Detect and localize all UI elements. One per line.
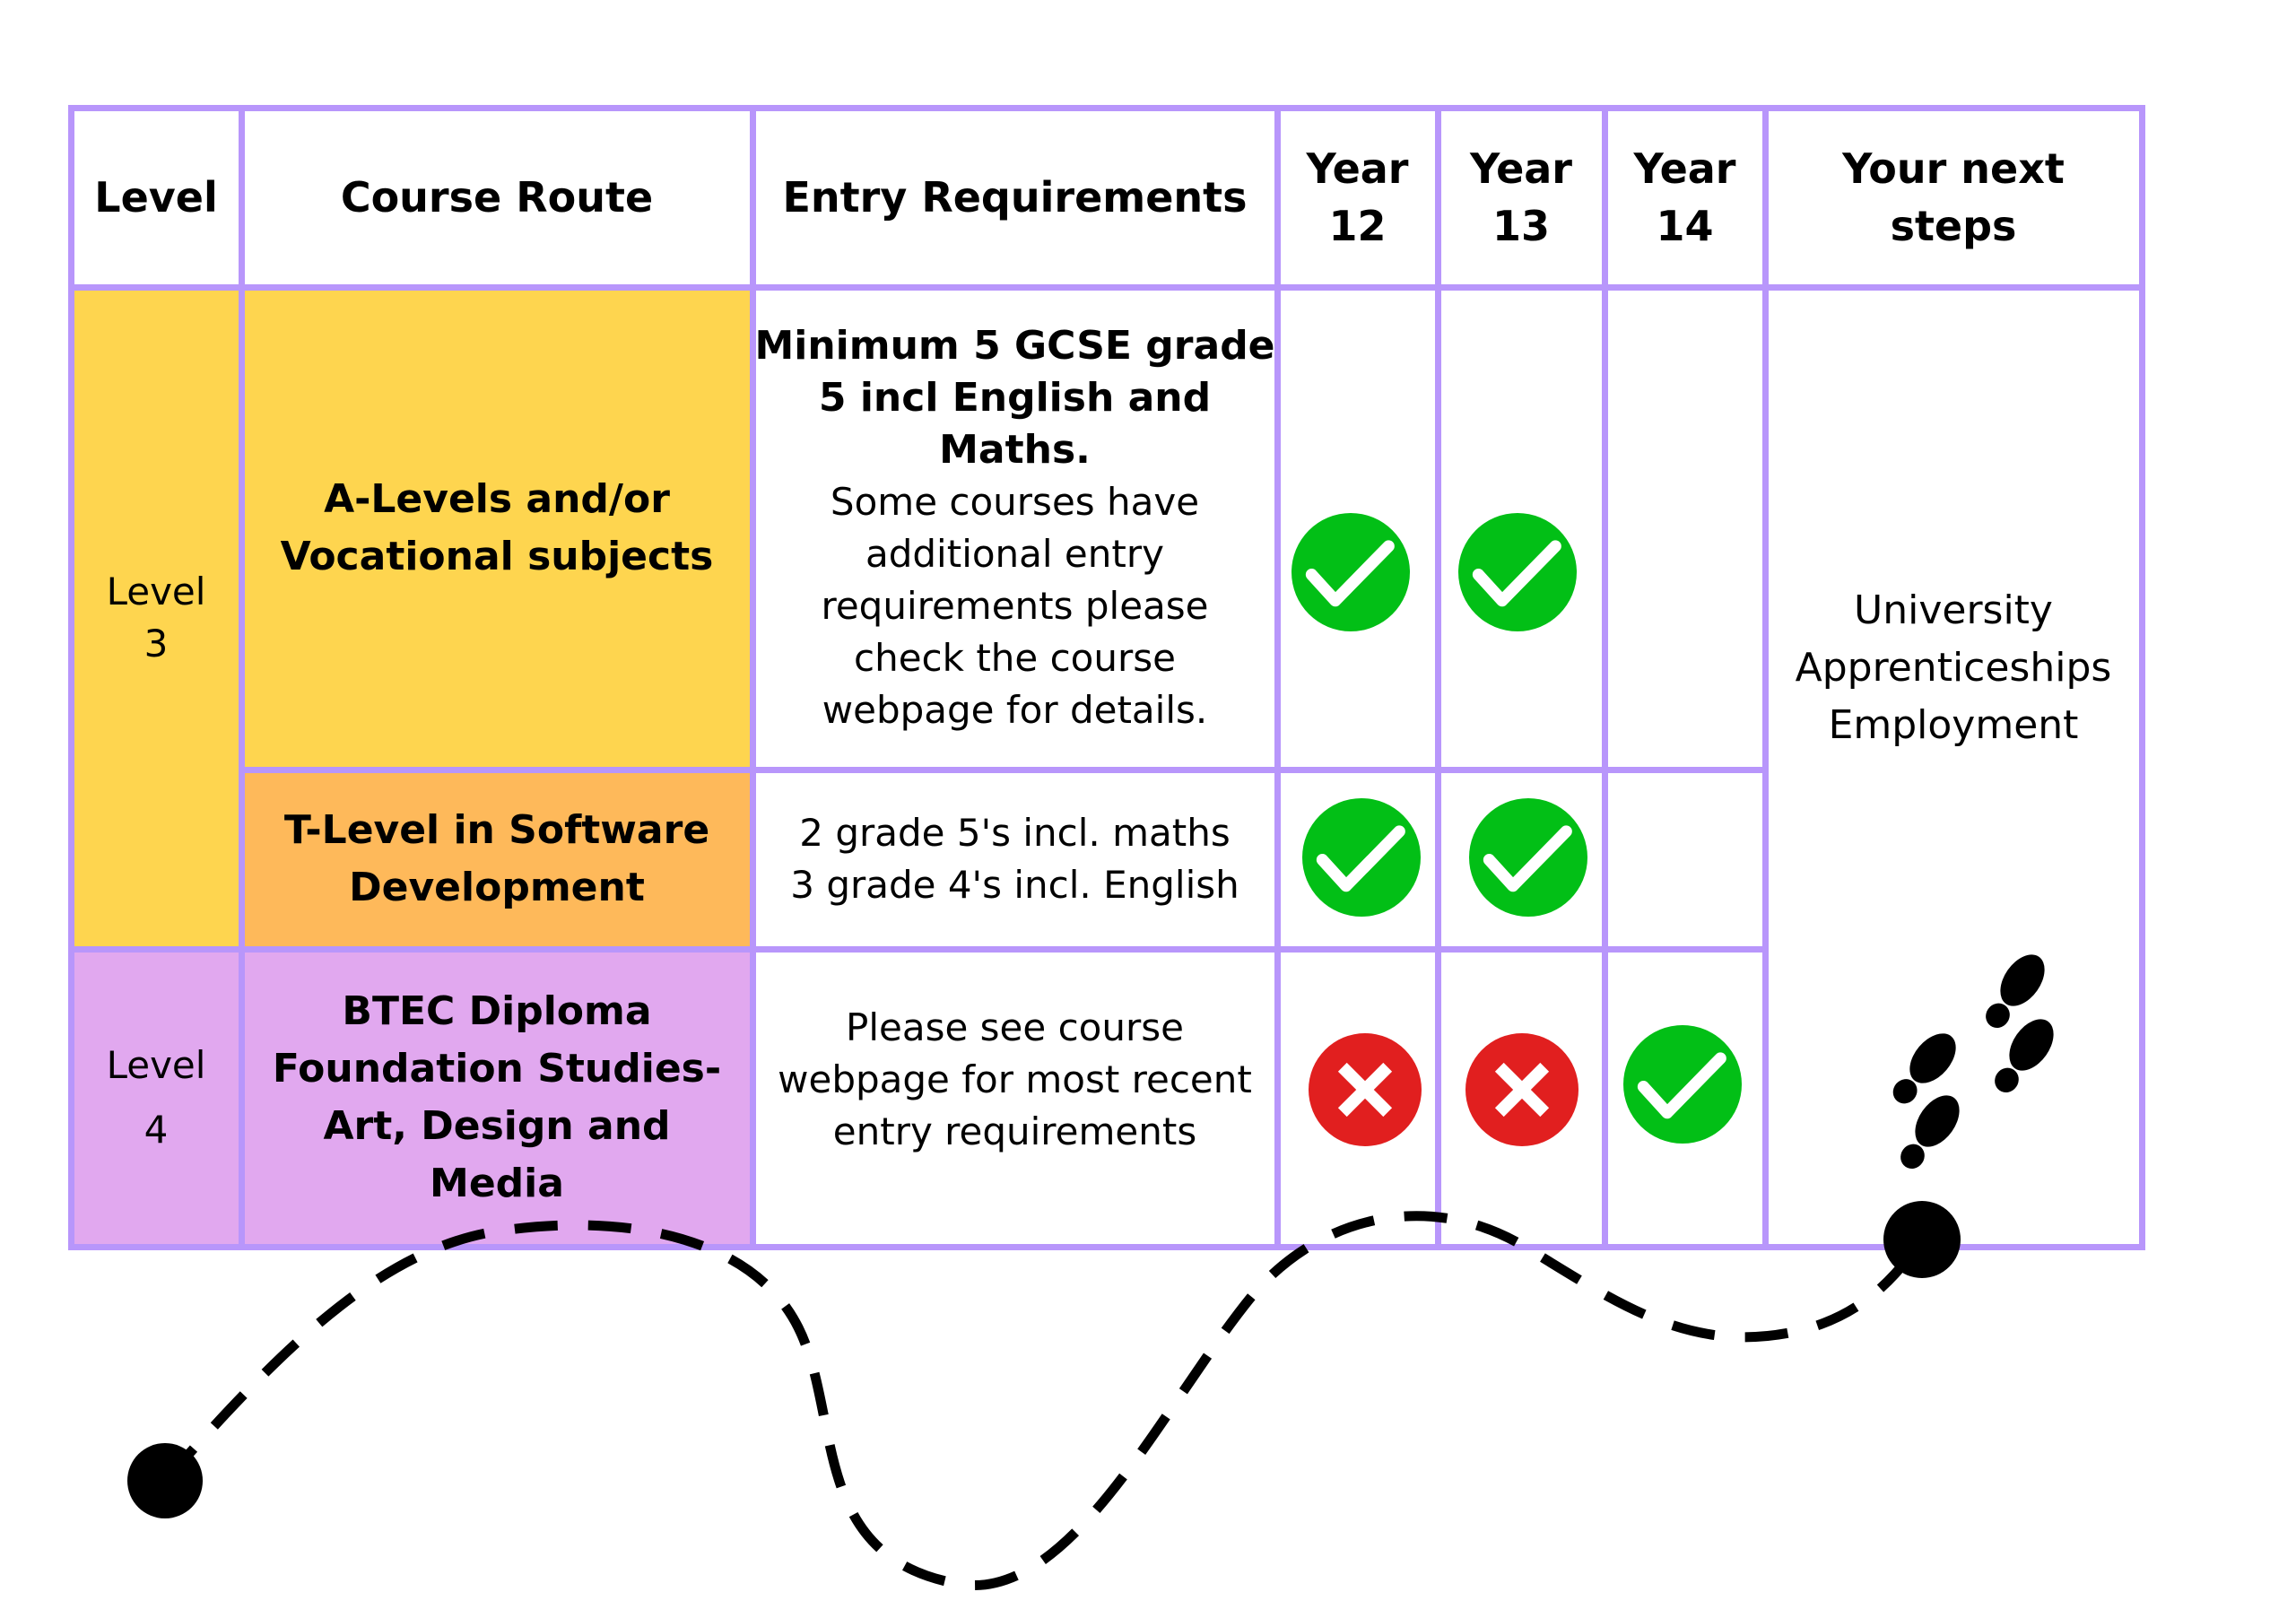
entry-text: 3 grade 4's incl. English xyxy=(790,863,1239,907)
entry-text: Maths. xyxy=(939,427,1091,473)
header-text: 12 xyxy=(1328,202,1387,250)
grid-line xyxy=(1762,105,1769,1250)
entry-tlevel: 2 grade 5's incl. maths 3 grade 4's incl… xyxy=(752,770,1277,949)
level-number: 4 xyxy=(144,1108,169,1152)
course-name: Art, Design and xyxy=(323,1103,671,1149)
level-3-cell: Level 3 xyxy=(71,287,241,949)
header-entry: Entry Requirements xyxy=(752,108,1277,287)
level-4-cell: Level 4 xyxy=(71,949,241,1247)
header-text: Entry Requirements xyxy=(782,173,1248,222)
header-text: Year xyxy=(1633,144,1736,193)
entry-text: check the course xyxy=(854,636,1176,680)
course-name: Media xyxy=(430,1161,564,1206)
header-text: Year xyxy=(1469,144,1572,193)
course-name: Vocational subjects xyxy=(280,534,714,579)
check-icon xyxy=(1302,798,1421,917)
entry-text: webpage for most recent xyxy=(778,1057,1252,1101)
cross-icon xyxy=(1309,1033,1422,1146)
next-step: University xyxy=(1854,587,2053,633)
entry-text: Minimum 5 GCSE grade xyxy=(754,323,1275,369)
header-year-13: Year 13 xyxy=(1438,108,1605,287)
grid-line xyxy=(68,946,1766,953)
header-text: 13 xyxy=(1492,202,1550,250)
check-icon xyxy=(1469,798,1587,917)
entry-text: 5 incl English and xyxy=(818,375,1212,421)
course-btec-cell: BTEC Diploma Foundation Studies- Art, De… xyxy=(241,949,752,1247)
grid-line xyxy=(750,105,756,1250)
footprints-icon xyxy=(1892,954,2054,1169)
grid-line xyxy=(239,105,245,1250)
table-border xyxy=(68,105,2145,111)
start-dot xyxy=(127,1443,203,1518)
course-name: Development xyxy=(349,865,645,910)
table-border xyxy=(2139,105,2145,1250)
table-border xyxy=(68,1244,2145,1250)
course-name: BTEC Diploma xyxy=(342,988,652,1034)
entry-text: Please see course xyxy=(846,1005,1184,1049)
course-alevels-cell: A-Levels and/or Vocational subjects xyxy=(241,287,752,770)
dashed-journey-path xyxy=(161,1211,1926,1590)
grid-line xyxy=(239,767,1766,773)
cross-icon xyxy=(1465,1033,1578,1146)
next-steps-cell: University Apprenticeships Employment xyxy=(1765,287,2142,1247)
course-tlevel-cell: T-Level in Software Development xyxy=(241,770,752,949)
header-year-14: Year 14 xyxy=(1605,108,1765,287)
header-next-steps: Your next steps xyxy=(1765,108,2142,287)
entry-text: requirements please xyxy=(821,584,1209,628)
entry-text: entry requirements xyxy=(832,1109,1197,1153)
header-level: Level xyxy=(71,108,241,287)
header-text: Year xyxy=(1306,144,1409,193)
check-icon xyxy=(1458,513,1577,631)
course-name: T-Level in Software xyxy=(283,807,710,853)
grid-line xyxy=(1274,105,1281,1250)
level-number: 3 xyxy=(144,622,169,665)
entry-text: Some courses have xyxy=(830,480,1200,524)
header-text: 14 xyxy=(1656,202,1714,250)
level-label: Level xyxy=(106,1043,206,1087)
end-dot xyxy=(1883,1201,1961,1278)
header-course-route: Course Route xyxy=(241,108,752,287)
header-text: steps xyxy=(1890,202,2017,250)
level-label: Level xyxy=(106,570,206,613)
entry-text: 2 grade 5's incl. maths xyxy=(799,811,1231,855)
entry-text: webpage for details. xyxy=(822,688,1208,732)
entry-text: additional entry xyxy=(865,532,1164,576)
table-border xyxy=(68,105,74,1250)
course-name: Foundation Studies- xyxy=(272,1046,722,1092)
next-step: Employment xyxy=(1828,702,2079,748)
entry-alevels: Minimum 5 GCSE grade 5 incl English and … xyxy=(752,287,1277,770)
check-icon xyxy=(1292,513,1410,631)
header-text: Level xyxy=(94,173,218,222)
header-text: Your next xyxy=(1842,144,2065,193)
grid-line xyxy=(68,284,2145,291)
header-year-12: Year 12 xyxy=(1277,108,1438,287)
check-icon xyxy=(1623,1025,1742,1144)
grid-line xyxy=(1602,105,1608,1250)
grid-line xyxy=(1435,105,1441,1250)
header-text: Course Route xyxy=(340,173,654,222)
next-step: Apprenticeships xyxy=(1795,645,2112,691)
entry-btec: Please see course webpage for most recen… xyxy=(752,949,1277,1247)
course-name: A-Levels and/or xyxy=(324,476,670,522)
